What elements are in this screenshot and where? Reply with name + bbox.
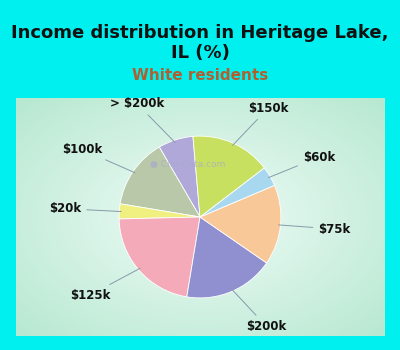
Wedge shape: [120, 147, 200, 217]
Wedge shape: [119, 204, 200, 219]
Text: ● City-Data.com: ● City-Data.com: [150, 160, 226, 169]
Wedge shape: [159, 136, 200, 217]
Text: Income distribution in Heritage Lake,
IL (%): Income distribution in Heritage Lake, IL…: [11, 24, 389, 62]
Text: White residents: White residents: [132, 68, 268, 83]
Text: > $200k: > $200k: [110, 97, 175, 142]
Wedge shape: [200, 168, 274, 217]
Text: $75k: $75k: [278, 223, 351, 236]
Wedge shape: [119, 217, 200, 297]
Text: $20k: $20k: [49, 202, 121, 215]
Wedge shape: [187, 217, 267, 298]
Text: $125k: $125k: [70, 268, 140, 302]
Text: $60k: $60k: [268, 150, 335, 178]
Text: $100k: $100k: [62, 143, 135, 173]
Wedge shape: [193, 136, 264, 217]
Wedge shape: [200, 186, 281, 263]
Text: $150k: $150k: [233, 102, 288, 145]
Text: $200k: $200k: [232, 289, 287, 333]
